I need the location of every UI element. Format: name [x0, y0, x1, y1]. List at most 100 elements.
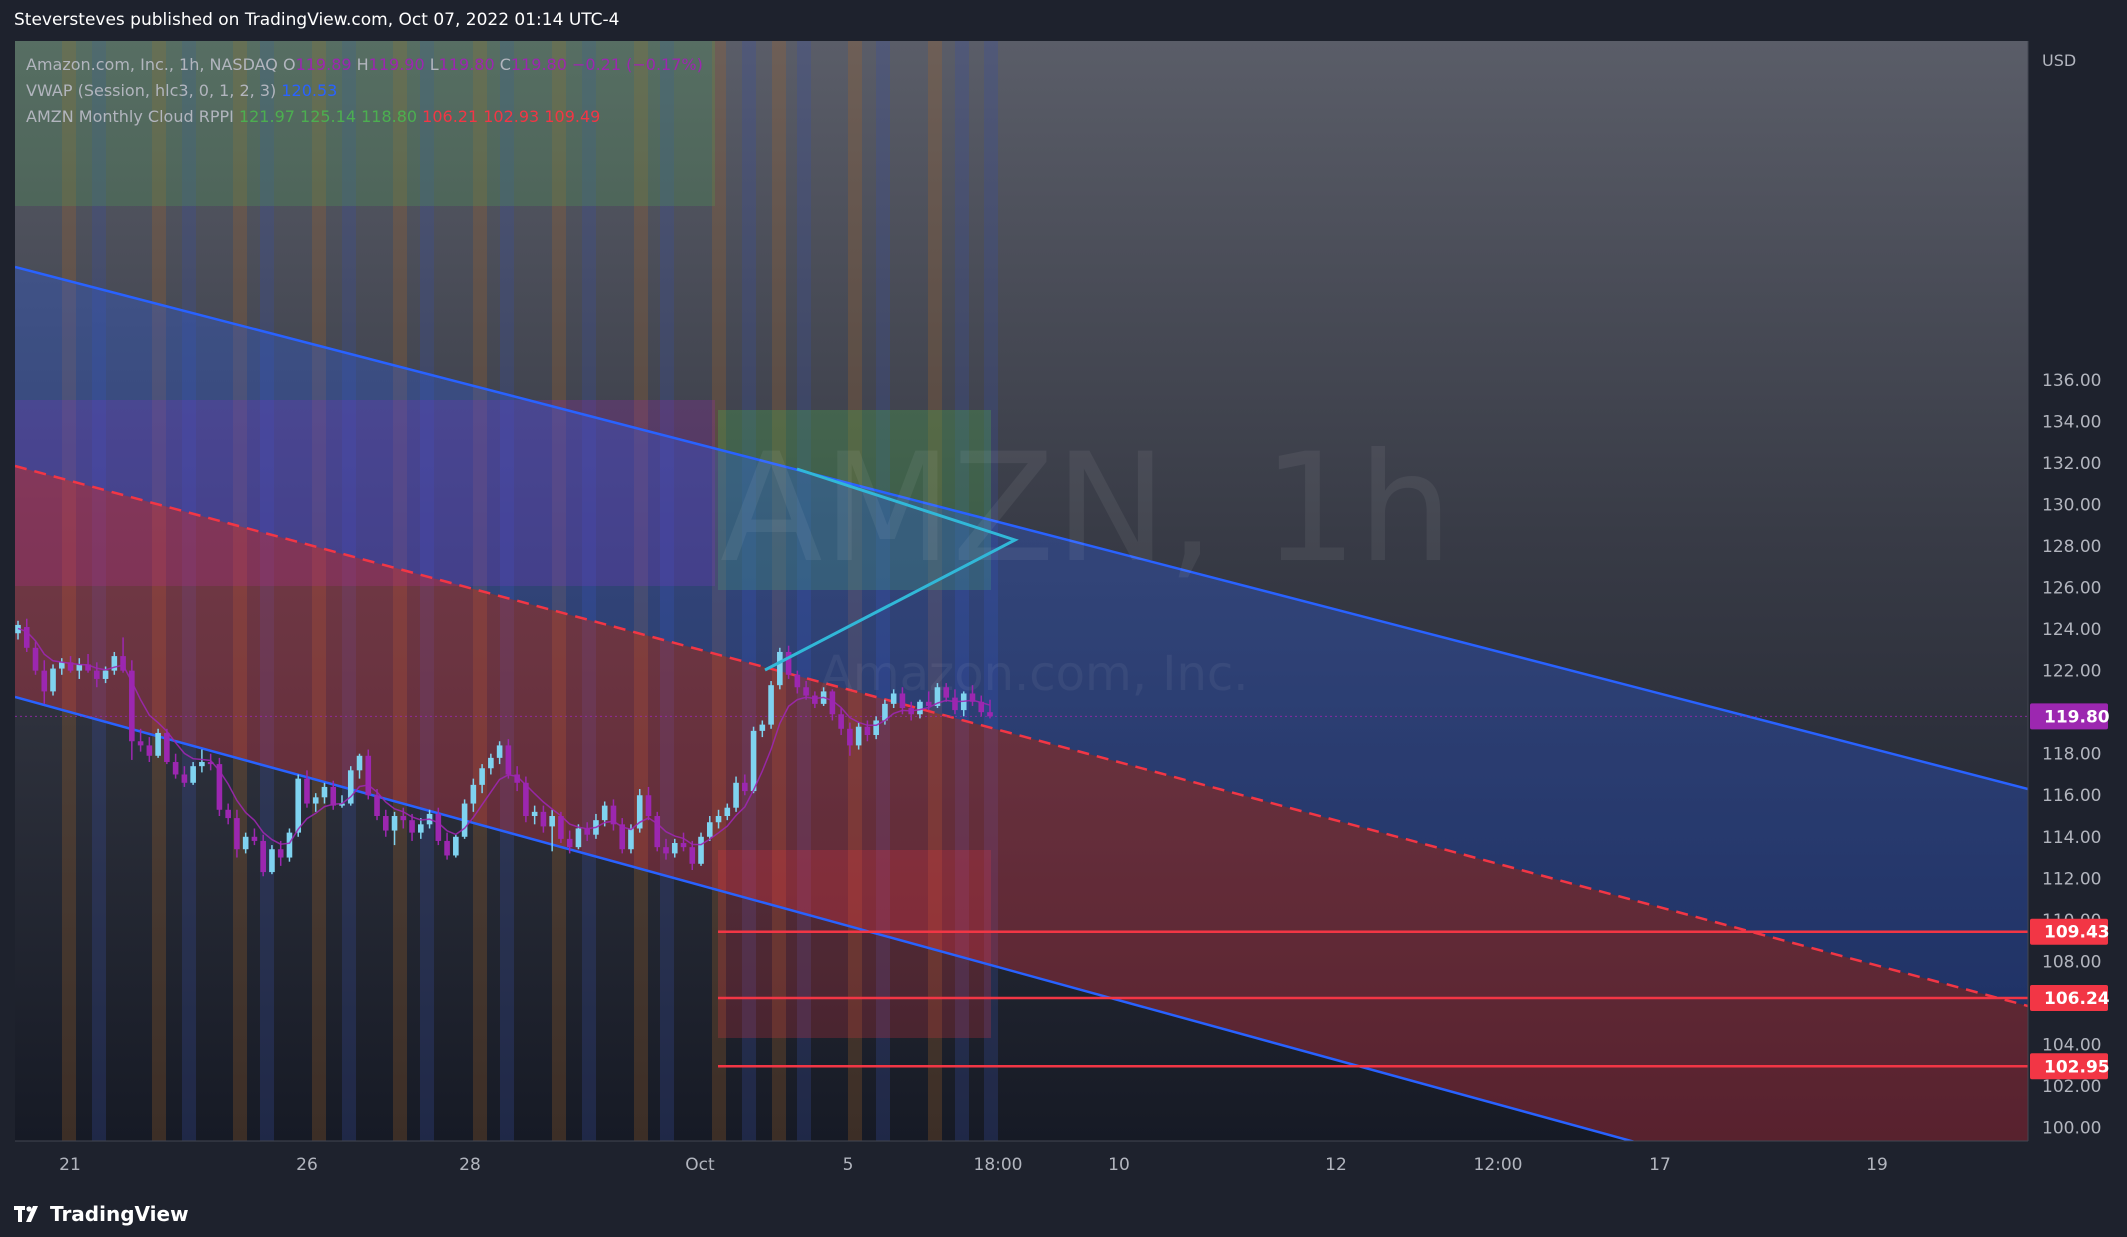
legend-cloud-label: AMZN Monthly Cloud RPPI	[26, 107, 234, 126]
legend-o-label: O	[282, 55, 296, 74]
session-stripe	[797, 41, 811, 1141]
candle-body	[330, 786, 337, 806]
last-price-badge: 119.80	[2044, 707, 2110, 727]
candle-body	[663, 847, 669, 854]
candle-body	[654, 816, 661, 848]
candle-body	[129, 670, 135, 742]
candle-body	[978, 701, 985, 713]
candle-body	[812, 695, 818, 704]
legend-symbol-row: Amazon.com, Inc., 1h, NASDAQ O119.89 H11…	[26, 52, 703, 78]
time-tick-label: 26	[296, 1155, 318, 1175]
legend-cloud-value-5: 102.93	[483, 107, 540, 126]
candle-body	[444, 840, 450, 856]
price-tick-label: 122.00	[2042, 662, 2101, 682]
price-tick-label: 128.00	[2042, 537, 2101, 557]
candle-body	[242, 836, 249, 850]
candle-body	[671, 843, 678, 854]
session-stripe	[582, 41, 596, 1141]
candle-body	[636, 795, 643, 829]
candle-body	[689, 847, 696, 864]
legend-o-value: 119.89	[295, 55, 352, 74]
candle-body	[829, 691, 836, 715]
time-tick-label: 19	[1866, 1155, 1888, 1175]
legend-h-label: H	[356, 55, 369, 74]
session-stripe	[712, 41, 726, 1141]
legend-cloud-value-6: 109.49	[544, 107, 601, 126]
candle-body	[391, 816, 398, 831]
chart-legend: Amazon.com, Inc., 1h, NASDAQ O119.89 H11…	[26, 52, 703, 130]
plot-background	[15, 41, 2028, 1141]
candle-body	[628, 828, 634, 850]
candle-body	[619, 824, 626, 850]
legend-cloud-value-1: 121.97	[238, 107, 295, 126]
footer: TradingView	[0, 1190, 2127, 1237]
candle-body	[435, 813, 442, 841]
candle-body	[514, 774, 520, 783]
candle-body	[873, 720, 879, 736]
candle-body	[251, 836, 258, 841]
legend-cloud-value-4: 106.21	[422, 107, 479, 126]
session-stripe	[928, 41, 942, 1141]
tradingview-brand: TradingView	[50, 1201, 189, 1226]
candle-body	[890, 693, 897, 704]
candle-body	[260, 840, 266, 873]
candle-body	[479, 768, 485, 785]
legend-vwap-label: VWAP (Session, hlc3, 0, 1, 2, 3)	[26, 81, 277, 100]
publish-header: Steversteves published on TradingView.co…	[0, 0, 2127, 40]
candle-body	[400, 816, 407, 821]
candle-body	[584, 828, 590, 835]
candle-body	[216, 764, 223, 810]
session-stripe	[62, 41, 76, 1141]
candles	[15, 618, 993, 877]
session-stripe	[984, 41, 998, 1141]
session-stripe	[393, 41, 407, 1141]
time-tick-label: 17	[1649, 1155, 1671, 1175]
session-stripe	[182, 41, 196, 1141]
legend-c-value: 119.80	[510, 55, 567, 74]
candle-body	[803, 687, 809, 696]
candle-body	[41, 670, 48, 692]
candle-body	[23, 627, 30, 648]
legend-cloud-value-3: 118.80	[361, 107, 418, 126]
time-tick-label: 5	[843, 1155, 854, 1175]
candle-body	[304, 778, 310, 804]
session-stripe	[876, 41, 890, 1141]
legend-symbol: Amazon.com, Inc., 1h, NASDAQ	[26, 55, 278, 74]
price-axis-currency: USD	[2042, 51, 2076, 70]
session-stripe	[92, 41, 106, 1141]
vwap-line	[17, 627, 991, 846]
candle-body	[733, 782, 739, 808]
level-badge: 109.43	[2044, 923, 2110, 943]
candle-body	[453, 836, 459, 856]
candle-body	[742, 782, 748, 792]
candle-body	[540, 811, 547, 827]
legend-h-value: 119.90	[368, 55, 425, 74]
session-stripe	[312, 41, 326, 1141]
session-stripe	[634, 41, 648, 1141]
price-tick-label: 132.00	[2042, 454, 2101, 474]
candle-body	[312, 797, 319, 804]
cloud-oct-green	[718, 410, 991, 590]
candle-body	[356, 755, 363, 771]
candle-body	[321, 786, 328, 798]
price-tick-label: 104.00	[2042, 1035, 2101, 1055]
tradingview-logo[interactable]: TradingView	[14, 1202, 189, 1226]
price-tick-label: 136.00	[2042, 371, 2101, 391]
candle-body	[601, 805, 608, 821]
candle-body	[715, 816, 722, 823]
candle-body	[382, 816, 389, 831]
candle-body	[225, 809, 231, 819]
candle-body	[549, 816, 555, 827]
candle-body	[234, 818, 240, 850]
triangle-pattern	[764, 467, 1019, 672]
candle-body	[531, 811, 538, 817]
cloud-sep-purple	[15, 400, 715, 586]
candle-body	[94, 670, 100, 679]
level-badge-bg	[2030, 918, 2108, 945]
candle-body	[470, 784, 477, 804]
last-price-badge-bg	[2030, 703, 2108, 730]
candle-body	[934, 687, 941, 706]
price-tick-label: 102.00	[2042, 1077, 2101, 1097]
session-stripes	[62, 41, 998, 1141]
